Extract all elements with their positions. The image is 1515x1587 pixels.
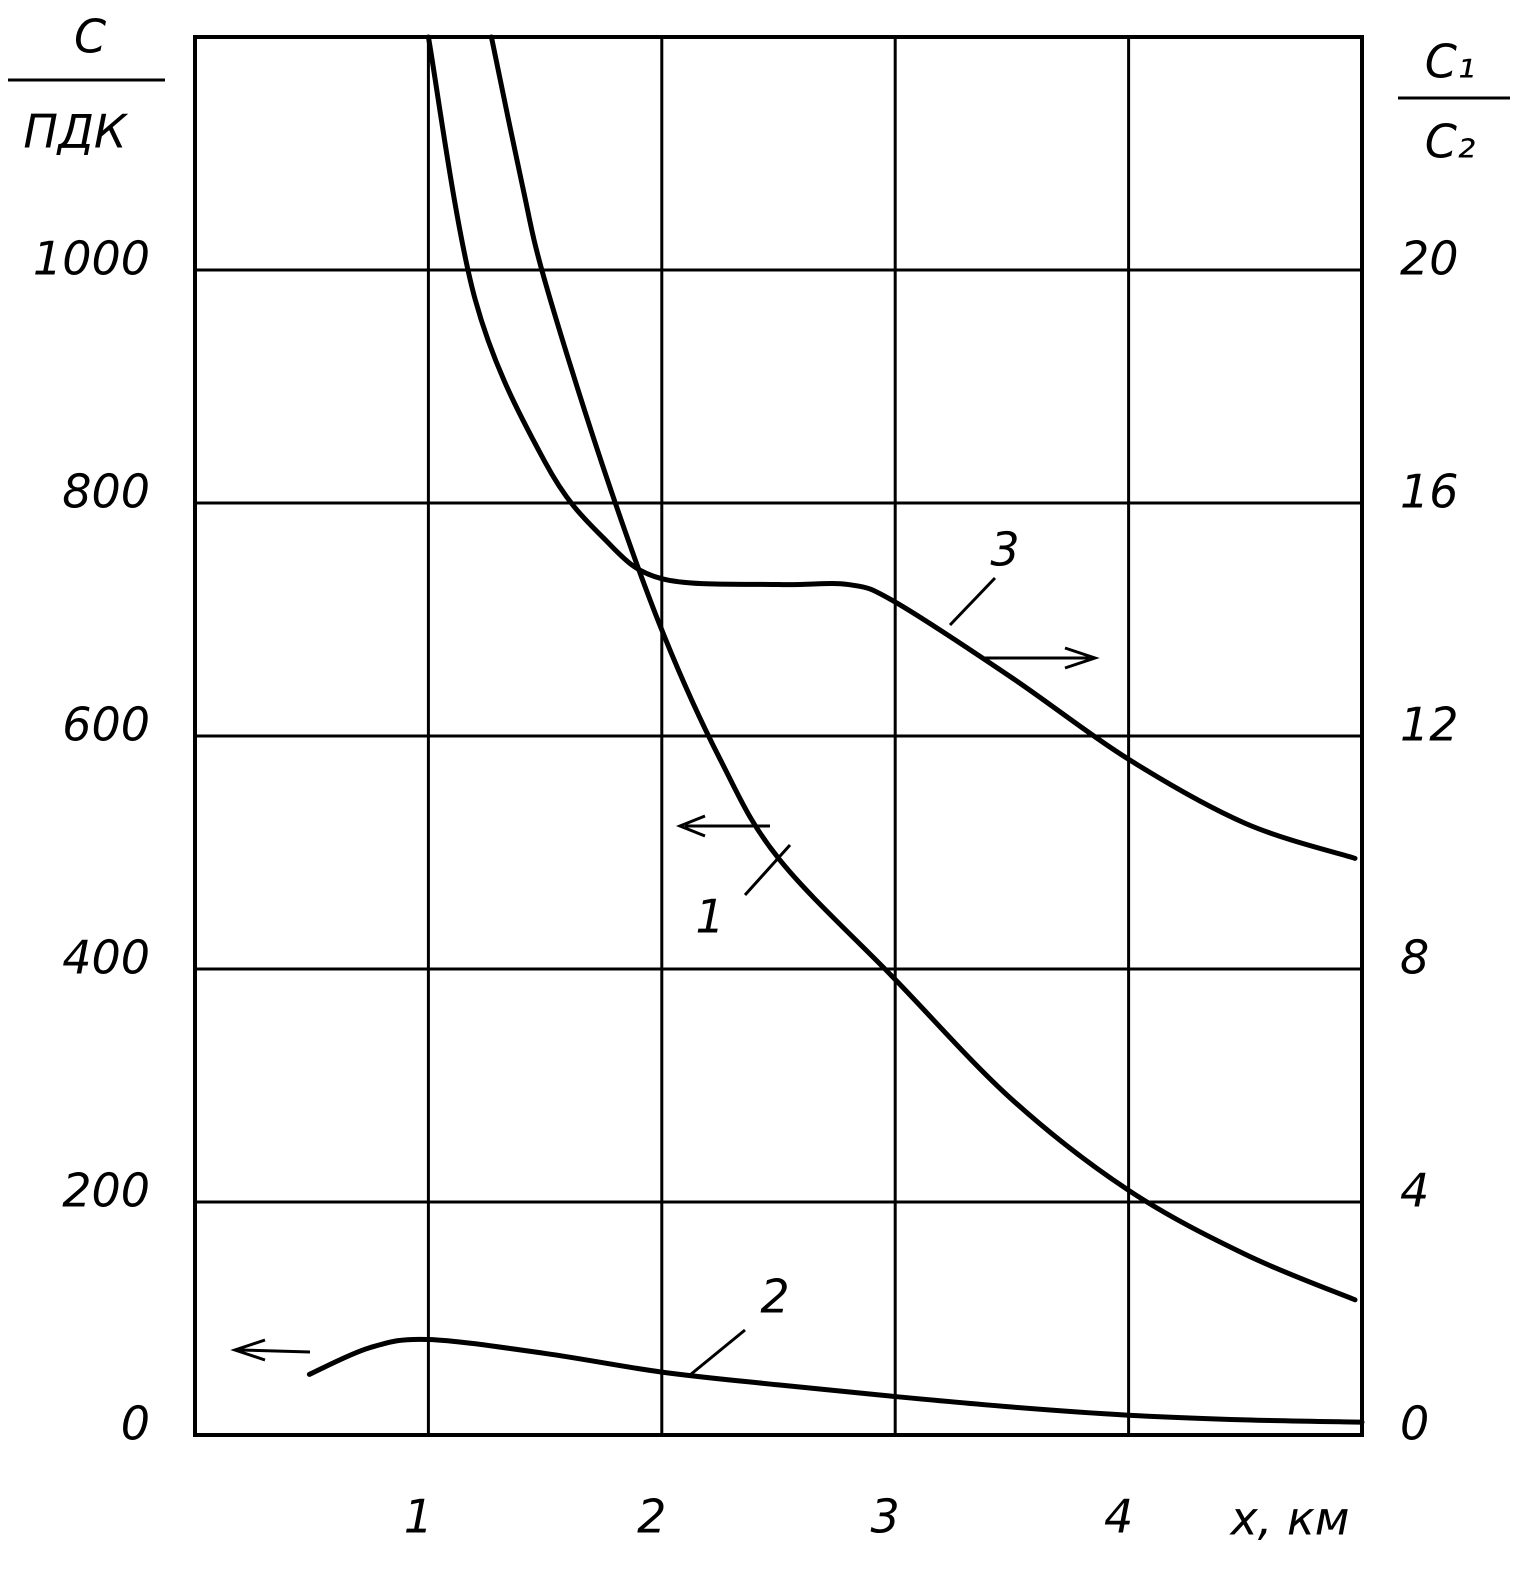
y2-tick-label: 0 [1400,1397,1429,1451]
leader [950,578,995,625]
y-tick-label: 200 [62,1164,150,1218]
curve [309,1339,1362,1422]
x-tick-label: 3 [871,1490,900,1544]
annotations [235,578,1095,1375]
y-label-denominator: ПДК [23,105,129,159]
x-tick-label: 2 [637,1490,666,1544]
y2-tick-label: 20 [1400,232,1459,286]
x-label: x, км [1229,1492,1350,1546]
x-tick-label: 1 [404,1490,433,1544]
leader [745,845,790,895]
arrow [240,1350,310,1352]
x-tick-label: 4 [1104,1490,1133,1544]
curve-label: 1 [695,890,724,944]
chart: C ПДК C₁ C₂ x, км 1 2 3 1234020040060080… [0,0,1515,1587]
y2-tick-label: 16 [1400,465,1459,519]
curve-label: 3 [990,523,1019,577]
leader [690,1330,745,1375]
y2-tick-label: 12 [1400,698,1459,752]
y-tick-label: 600 [62,698,150,752]
y-tick-label: 0 [121,1397,150,1451]
y2-tick-label: 4 [1400,1164,1429,1218]
y-label-numerator: C [74,10,106,64]
curve [491,37,1355,1300]
y2-tick-label: 8 [1400,931,1429,985]
y-tick-label: 400 [62,931,150,985]
y-tick-label: 1000 [33,232,150,286]
y2-label-denominator: C₂ [1425,115,1476,169]
y2-label-numerator: C₁ [1425,35,1476,89]
y-tick-label: 800 [62,465,150,519]
curve-label: 2 [760,1270,789,1324]
